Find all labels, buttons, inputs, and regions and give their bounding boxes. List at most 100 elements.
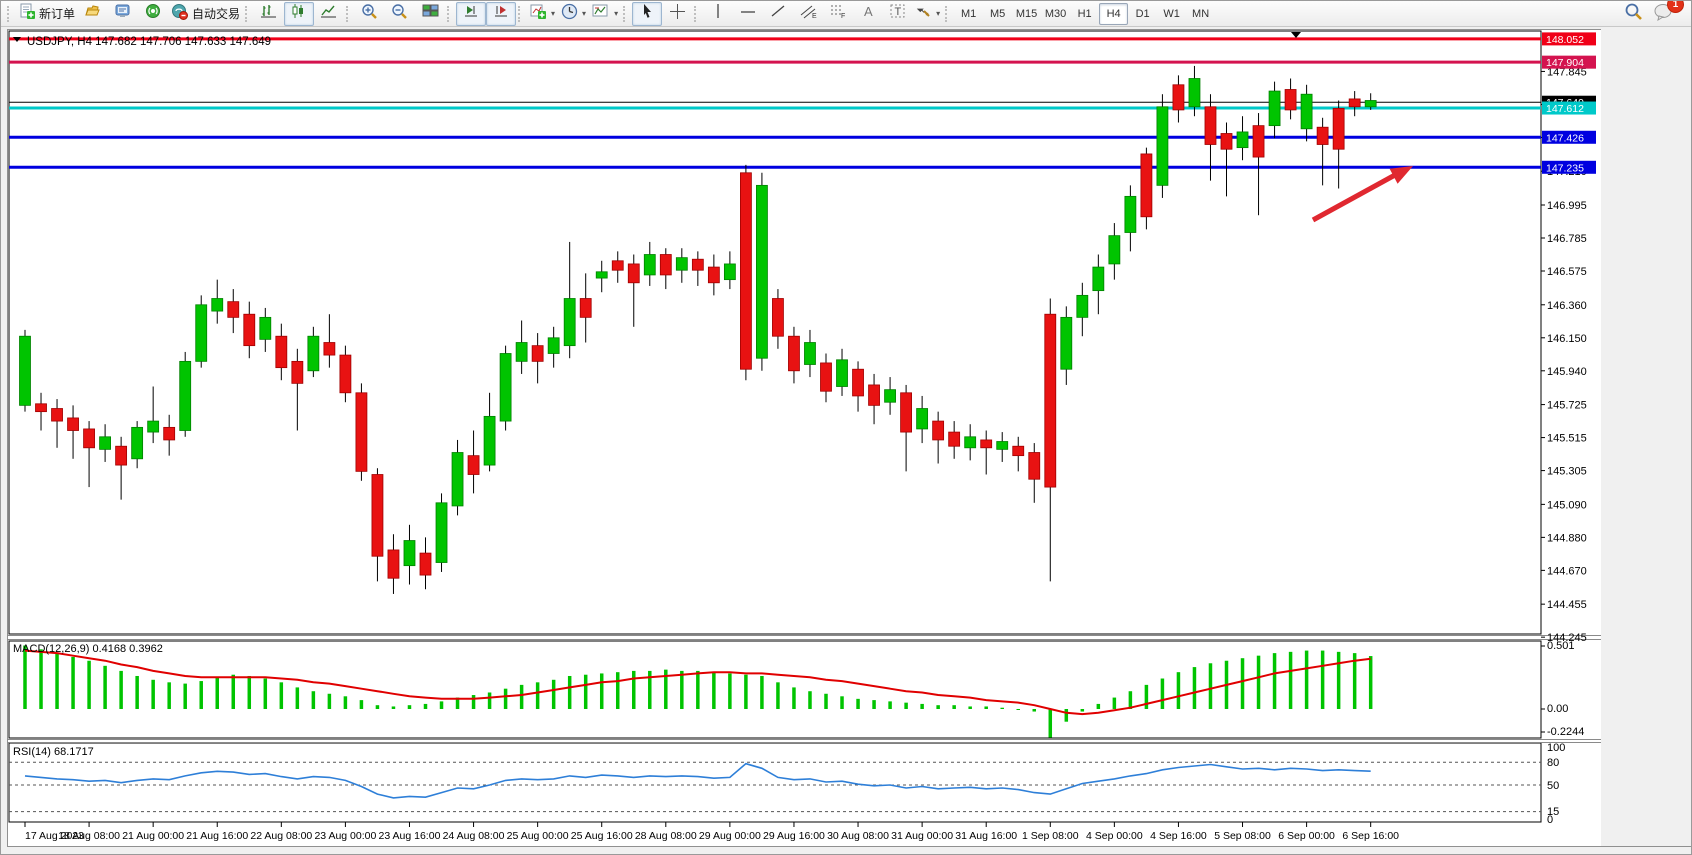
timeframe-m30[interactable]: M30 <box>1044 7 1067 20</box>
candle-body <box>675 257 688 271</box>
chart-shift-button[interactable] <box>486 1 517 26</box>
templates-dropdown-icon[interactable]: ▾ <box>614 9 619 18</box>
candle-body <box>723 263 736 281</box>
auto-scroll-button[interactable] <box>456 1 487 26</box>
arrows-icon <box>916 3 932 24</box>
price-badge <box>1542 55 1596 69</box>
macd-histogram-bar <box>728 673 732 709</box>
macd-histogram-bar <box>519 684 524 709</box>
timeframe-m15[interactable]: M15 <box>1015 7 1038 20</box>
notifications-button[interactable]: 1 <box>1653 1 1684 26</box>
candle-body <box>19 335 31 406</box>
macd-histogram-bar <box>503 688 508 709</box>
toolbar-grip[interactable] <box>447 5 452 22</box>
periods-dropdown-icon[interactable]: ▾ <box>582 9 587 18</box>
toolbar-grip[interactable] <box>7 5 12 22</box>
equidistant-channel-button[interactable]: E <box>793 2 823 26</box>
search-icon[interactable] <box>1624 2 1643 26</box>
date-label: 31 Aug 16:00 <box>955 830 1017 842</box>
macd-histogram-bar <box>680 670 684 709</box>
profiles-button[interactable] <box>78 2 108 26</box>
candle-body <box>643 254 656 276</box>
candle-body <box>227 301 240 318</box>
indicators-button[interactable]: ▾ <box>527 2 558 26</box>
price-badge-label: 147.904 <box>1546 57 1584 69</box>
new-order-button[interactable]: 新订单 <box>16 2 78 26</box>
text-button[interactable]: A <box>853 2 883 26</box>
macd-histogram-bar <box>1256 655 1261 709</box>
cursor-button[interactable] <box>632 1 663 26</box>
fibonacci-button[interactable]: F <box>823 2 853 26</box>
crosshair-button[interactable] <box>662 2 692 26</box>
symbol-dropdown-icon[interactable] <box>13 37 21 42</box>
candle-body <box>691 258 704 271</box>
chart-canvas[interactable]: 147.845147.635147.425147.210146.995146.7… <box>1 27 1692 855</box>
macd-panel[interactable] <box>8 640 1542 739</box>
rsi-scale-label: 0 <box>1547 814 1553 826</box>
candle-body <box>563 298 576 347</box>
chart-line-button[interactable] <box>314 2 344 26</box>
metaeditor-button[interactable] <box>108 2 138 26</box>
trendline-button[interactable] <box>763 2 793 26</box>
timeframe-m1[interactable]: M1 <box>960 7 977 20</box>
macd-histogram-bar <box>615 672 620 709</box>
arrows-button[interactable]: ▾ <box>913 2 943 26</box>
timeframe-d1[interactable]: D1 <box>1135 7 1150 20</box>
candle-body <box>900 392 912 433</box>
candle-body <box>1204 106 1217 145</box>
annotation-arrow-head[interactable] <box>1389 166 1413 184</box>
toolbar-grip[interactable] <box>346 5 351 22</box>
metaeditor-icon <box>114 3 132 24</box>
new-order-icon <box>19 3 36 25</box>
timeframe-group: M1 M5 M15 M30 H1 H4 D1 W1 MN <box>954 2 1215 25</box>
vertical-line-button[interactable] <box>703 2 733 26</box>
rsi-scale-label: 15 <box>1547 806 1559 818</box>
signals-button[interactable] <box>138 2 168 26</box>
date-label: 1 Sep 08:00 <box>1022 830 1079 842</box>
text-label-button[interactable]: T <box>883 2 913 26</box>
horizontal-line-button[interactable] <box>733 2 763 26</box>
text-icon: A <box>861 4 875 24</box>
macd-histogram-bar <box>583 674 588 709</box>
toolbar-grip[interactable] <box>245 5 250 22</box>
candle-body <box>884 389 896 403</box>
timeframe-h4[interactable]: H4 <box>1099 2 1129 25</box>
timeframe-h1[interactable]: H1 <box>1077 7 1092 20</box>
auto-trading-button[interactable]: 自动交易 <box>168 2 243 26</box>
rsi-panel[interactable] <box>8 742 1542 823</box>
timeframe-m5[interactable]: M5 <box>989 7 1006 20</box>
macd-histogram-bar <box>55 653 59 709</box>
tile-windows-button[interactable] <box>415 2 445 26</box>
zoom-in-button[interactable] <box>355 2 385 26</box>
toolbar-grip[interactable] <box>623 5 628 22</box>
periods-button[interactable]: ▾ <box>558 2 589 26</box>
candle-body <box>147 420 160 433</box>
chart-candles-button[interactable] <box>284 1 315 26</box>
timeframe-w1[interactable]: W1 <box>1163 7 1180 20</box>
candle-body <box>1044 313 1057 488</box>
date-label: 28 Aug 08:00 <box>635 830 697 842</box>
date-label: 23 Aug 16:00 <box>379 830 441 842</box>
macd-histogram-bar <box>1032 709 1037 712</box>
toolbar-grip[interactable] <box>945 5 950 22</box>
chart-bars-button[interactable] <box>254 2 284 26</box>
candle-body <box>1108 235 1121 265</box>
macd-histogram-bar <box>119 670 123 709</box>
timeframe-mn[interactable]: MN <box>1192 7 1210 20</box>
arrows-dropdown-icon[interactable]: ▾ <box>936 9 941 18</box>
candle-body <box>1124 195 1137 233</box>
candle-body <box>1060 316 1073 370</box>
toolbar-grip[interactable] <box>694 5 699 22</box>
date-label: 30 Aug 08:00 <box>827 830 889 842</box>
indicators-dropdown-icon[interactable]: ▾ <box>551 9 556 18</box>
toolbar: 新订单 自动交易 <box>1 1 1691 27</box>
annotation-arrow-shaft[interactable] <box>1311 172 1397 223</box>
svg-text:A: A <box>864 4 873 19</box>
price-tick-label: 145.090 <box>1547 499 1587 511</box>
macd-histogram-bar <box>471 695 476 709</box>
toolbar-grip[interactable] <box>518 5 523 22</box>
zoom-out-button[interactable] <box>385 2 415 26</box>
price-tick-label: 146.785 <box>1547 233 1587 245</box>
templates-button[interactable]: ▾ <box>589 2 621 26</box>
candle-body <box>499 353 512 422</box>
